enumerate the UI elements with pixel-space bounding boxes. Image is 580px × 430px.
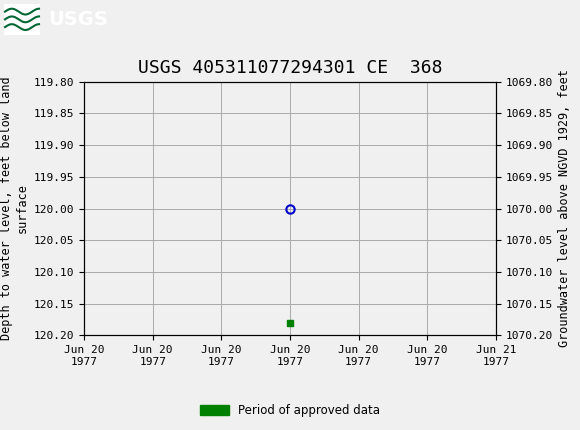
Y-axis label: Groundwater level above NGVD 1929, feet: Groundwater level above NGVD 1929, feet <box>559 70 571 347</box>
FancyBboxPatch shape <box>4 4 40 35</box>
Title: USGS 405311077294301 CE  368: USGS 405311077294301 CE 368 <box>138 59 442 77</box>
Text: USGS: USGS <box>48 10 108 29</box>
Legend: Period of approved data: Period of approved data <box>195 399 385 422</box>
Y-axis label: Depth to water level, feet below land
surface: Depth to water level, feet below land su… <box>1 77 28 341</box>
